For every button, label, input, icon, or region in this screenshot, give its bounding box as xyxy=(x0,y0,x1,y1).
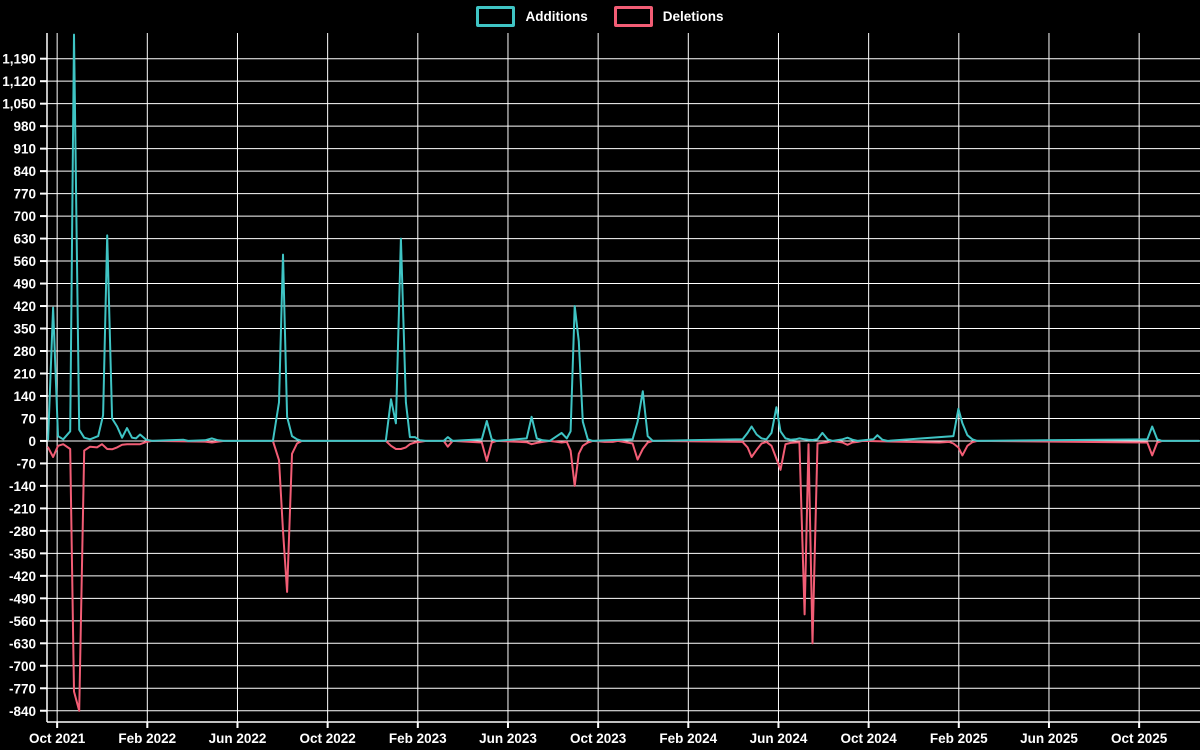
x-axis-label: Oct 2023 xyxy=(570,731,627,746)
deletions-swatch-icon xyxy=(613,6,653,27)
y-axis-label: -490 xyxy=(9,591,36,606)
y-axis-label: -840 xyxy=(9,704,36,719)
legend-item-deletions: Deletions xyxy=(613,6,724,27)
series-line-deletions xyxy=(47,439,1200,712)
y-axis-label: -140 xyxy=(9,479,36,494)
y-axis-label: -560 xyxy=(9,614,36,629)
y-axis-label: 840 xyxy=(13,164,36,179)
x-axis-label: Jun 2024 xyxy=(750,731,808,746)
x-axis-label: Oct 2022 xyxy=(299,731,355,746)
y-axis-label: 0 xyxy=(28,434,36,449)
x-axis-label: Feb 2025 xyxy=(930,731,988,746)
x-axis-label: Jun 2025 xyxy=(1020,731,1078,746)
y-axis-label: 1,120 xyxy=(2,74,36,89)
y-axis-label: -70 xyxy=(16,456,36,471)
y-axis-label: -700 xyxy=(9,659,36,674)
chart-legend: Additions Deletions xyxy=(0,6,1200,27)
y-axis-label: 280 xyxy=(13,344,36,359)
y-axis-label: 350 xyxy=(13,322,36,337)
x-axis-label: Jun 2023 xyxy=(479,731,537,746)
x-axis-label: Oct 2024 xyxy=(840,731,897,746)
y-axis-label: -420 xyxy=(9,569,36,584)
y-axis-label: -210 xyxy=(9,501,36,516)
y-axis-label: 770 xyxy=(13,187,36,202)
y-axis-label: 910 xyxy=(13,142,36,157)
y-axis-label: 210 xyxy=(13,366,36,381)
legend-label-deletions: Deletions xyxy=(662,9,724,24)
x-axis-label: Feb 2023 xyxy=(389,731,447,746)
y-axis-label: 140 xyxy=(13,389,36,404)
series-line-additions xyxy=(47,33,1200,442)
x-axis-label: Feb 2024 xyxy=(659,731,717,746)
y-axis-label: -280 xyxy=(9,524,36,539)
x-axis-label: Jun 2022 xyxy=(209,731,267,746)
additions-swatch-icon xyxy=(476,6,516,27)
y-axis-label: 700 xyxy=(13,209,36,224)
y-axis-label: 630 xyxy=(13,232,36,247)
y-axis-label: 420 xyxy=(13,299,36,314)
y-axis-label: -630 xyxy=(9,636,36,651)
y-axis-label: 980 xyxy=(13,119,36,134)
y-axis-label: 1,190 xyxy=(2,52,36,67)
legend-item-additions: Additions xyxy=(476,6,588,27)
x-axis-label: Feb 2022 xyxy=(118,731,176,746)
x-axis-label: Oct 2025 xyxy=(1111,731,1168,746)
y-axis-label: -770 xyxy=(9,681,36,696)
y-axis-label: 490 xyxy=(13,277,36,292)
x-axis-label: Oct 2021 xyxy=(29,731,86,746)
y-axis-label: 560 xyxy=(13,254,36,269)
y-axis-label: 70 xyxy=(21,411,36,426)
y-axis-label: 1,050 xyxy=(2,97,36,112)
y-axis-label: -350 xyxy=(9,546,36,561)
legend-label-additions: Additions xyxy=(525,9,588,24)
